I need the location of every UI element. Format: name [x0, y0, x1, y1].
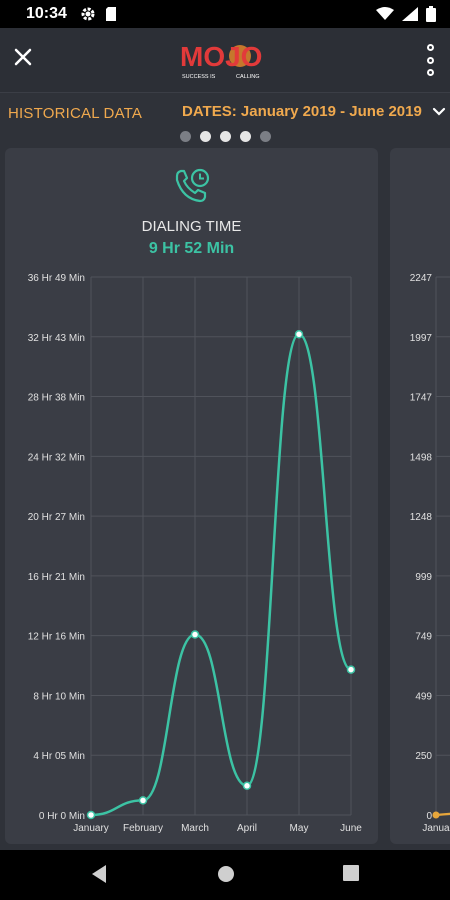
x-tick-label: February [123, 823, 163, 834]
data-point[interactable] [140, 797, 147, 804]
page-dot[interactable] [240, 131, 251, 142]
x-tick-label: Janua [422, 823, 450, 834]
dialing-time-card[interactable]: DIALING TIME 9 Hr 52 Min 0 Hr 0 Min 4 Hr … [5, 148, 378, 844]
mojo-logo: MOJO SUCCESS IS CALLING [178, 36, 274, 84]
y-tick-label: 0 [426, 811, 432, 822]
recents-icon[interactable] [342, 864, 360, 882]
chevron-down-icon [432, 107, 446, 117]
page-dot[interactable] [260, 131, 271, 142]
x-tick-label: June [340, 823, 362, 834]
y-tick-label: 4 Hr 05 Min [33, 751, 85, 762]
y-tick-label: 36 Hr 49 Min [28, 273, 85, 284]
dialing-time-chart: 0 Hr 0 Min 4 Hr 05 Min 8 Hr 10 Min 12 Hr 16… [5, 148, 378, 844]
y-tick-label: 749 [415, 632, 432, 643]
battery-icon [426, 6, 436, 22]
y-tick-label: 1997 [410, 333, 433, 344]
next-card-chart: 0 250 499 749 999 1248 1498 1747 1997 2247 Janua [390, 148, 450, 844]
data-point[interactable] [244, 782, 251, 789]
navigation-bar [0, 850, 450, 900]
page-dot[interactable] [180, 131, 191, 142]
data-point[interactable] [348, 666, 355, 673]
page-indicator [0, 131, 450, 145]
y-tick-label: 1498 [410, 452, 433, 463]
data-point[interactable] [433, 812, 440, 819]
status-time: 10:34 [26, 5, 67, 23]
page-dot[interactable] [200, 131, 211, 142]
more-dot-icon [427, 57, 434, 64]
dates-dropdown[interactable]: DATES: January 2019 - June 2019 [182, 103, 446, 120]
y-tick-label: 32 Hr 43 Min [28, 333, 85, 344]
y-tick-label: 8 Hr 10 Min [33, 691, 85, 702]
y-tick-label: 250 [415, 751, 432, 762]
close-icon [13, 47, 33, 67]
page-dot[interactable] [220, 131, 231, 142]
next-card[interactable]: 0 250 499 749 999 1248 1498 1747 1997 2247 Janua [390, 148, 450, 844]
signal-icon [402, 7, 418, 21]
y-tick-label: 28 Hr 38 Min [28, 393, 85, 404]
y-tick-label: 12 Hr 16 Min [28, 632, 85, 643]
filter-row: HISTORICAL DATA DATES: January 2019 - Ju… [0, 93, 450, 131]
more-dot-icon [427, 69, 434, 76]
y-tick-label: 1248 [410, 512, 433, 523]
x-tick-label: April [237, 823, 257, 834]
data-point[interactable] [296, 331, 303, 338]
x-tick-label: March [181, 823, 209, 834]
historical-data-label: HISTORICAL DATA [8, 105, 142, 122]
y-tick-label: 24 Hr 32 Min [28, 452, 85, 463]
y-tick-label: 499 [415, 691, 432, 702]
app-bar: MOJO SUCCESS IS CALLING [0, 28, 450, 93]
settings-icon [80, 6, 96, 22]
data-point[interactable] [88, 812, 95, 819]
sd-card-icon [104, 6, 118, 22]
home-icon[interactable] [216, 864, 236, 884]
x-tick-label: January [73, 823, 109, 834]
status-bar: 10:34 [0, 0, 450, 28]
svg-text:CALLING: CALLING [236, 74, 260, 80]
y-tick-label: 999 [415, 572, 432, 583]
more-dot-icon [427, 44, 434, 51]
y-tick-label: 16 Hr 21 Min [28, 572, 85, 583]
y-tick-label: 2247 [410, 273, 433, 284]
y-tick-label: 20 Hr 27 Min [28, 512, 85, 523]
close-button[interactable] [8, 42, 38, 72]
y-tick-label: 0 Hr 0 Min [39, 811, 85, 822]
back-icon[interactable] [90, 864, 108, 884]
y-tick-label: 1747 [410, 393, 433, 404]
data-point[interactable] [192, 631, 199, 638]
x-tick-label: May [290, 823, 309, 834]
dates-label: DATES: January 2019 - June 2019 [182, 103, 422, 120]
more-options-button[interactable] [420, 40, 440, 80]
svg-text:MOJO: MOJO [180, 41, 262, 72]
svg-text:SUCCESS IS: SUCCESS IS [182, 74, 216, 80]
wifi-icon [376, 7, 394, 21]
series-line [91, 334, 351, 815]
